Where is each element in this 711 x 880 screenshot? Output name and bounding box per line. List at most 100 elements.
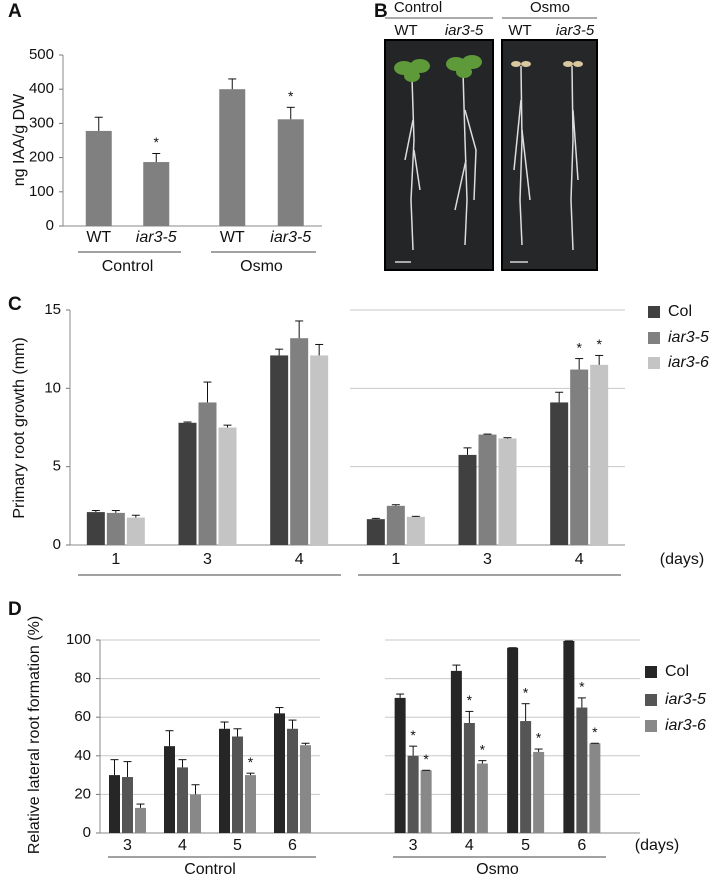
- legend-swatch: [645, 720, 657, 732]
- x-tick-label: 4: [295, 551, 304, 568]
- bar: [143, 162, 170, 226]
- panel-label: D: [8, 599, 22, 620]
- y-tick-label: 15: [44, 301, 61, 318]
- significance-mark: *: [579, 679, 585, 695]
- photo: [501, 39, 598, 271]
- y-tick-label: 100: [29, 183, 54, 200]
- bar: [458, 454, 477, 545]
- bar: [407, 755, 419, 833]
- bar: [386, 505, 405, 545]
- significance-mark: *: [480, 741, 486, 757]
- photo-group-title: Osmo: [530, 0, 570, 16]
- x-tick-label: 6: [288, 837, 297, 854]
- bar: [366, 519, 385, 545]
- bar: [245, 775, 256, 833]
- legend-label: iar3-6: [665, 717, 706, 734]
- significance-mark: *: [576, 339, 582, 355]
- bar: [300, 745, 311, 833]
- bar: [178, 422, 197, 545]
- legend-swatch: [648, 332, 660, 344]
- y-tick-label: 60: [74, 708, 91, 725]
- x-tick-label: 5: [233, 837, 242, 854]
- bar: [86, 512, 105, 545]
- legend-swatch: [645, 694, 657, 706]
- y-tick-label: 0: [83, 824, 91, 841]
- legend-label: iar3-6: [668, 354, 709, 371]
- y-axis-label: Primary root growth (mm): [11, 337, 28, 518]
- bar: [550, 402, 569, 545]
- y-tick-label: 0: [46, 217, 54, 234]
- x-tick-label: 4: [178, 837, 187, 854]
- bar: [198, 402, 217, 545]
- leaves: [511, 61, 583, 67]
- x-tick-label: 5: [521, 837, 530, 854]
- y-tick-label: 400: [29, 80, 54, 97]
- significance-mark: *: [410, 727, 416, 743]
- bar: [576, 707, 588, 833]
- x-axis-label: (days): [660, 551, 704, 568]
- panel-label: A: [8, 1, 22, 22]
- significance-mark: *: [523, 684, 529, 700]
- significance-mark: *: [423, 751, 429, 767]
- x-tick-label: 1: [111, 551, 120, 568]
- bar: [406, 516, 425, 545]
- photo-lane-label: WT: [508, 22, 531, 39]
- x-tick-label: 4: [575, 551, 584, 568]
- x-tick-label: 3: [409, 837, 418, 854]
- significance-mark: *: [154, 134, 160, 150]
- bar: [498, 438, 517, 545]
- bar: [450, 670, 462, 833]
- bar: [476, 763, 488, 833]
- significance-mark: *: [467, 692, 473, 708]
- photo-lane-label: iar3-5: [556, 22, 595, 39]
- x-tick-label: WT: [220, 229, 245, 246]
- legend-label: iar3-5: [665, 691, 706, 708]
- bar: [270, 355, 289, 545]
- group-label: Osmo: [240, 258, 283, 275]
- photo-lane-label: WT: [394, 22, 417, 39]
- x-tick-label: 3: [483, 551, 492, 568]
- bar: [310, 355, 329, 545]
- bar: [106, 512, 125, 545]
- y-tick-label: 300: [29, 114, 54, 131]
- bar: [122, 777, 133, 833]
- group-label: Osmo: [476, 861, 519, 878]
- bar: [218, 427, 237, 545]
- bar: [164, 746, 175, 833]
- y-tick-label: 40: [74, 747, 91, 764]
- legend-swatch: [648, 306, 660, 318]
- y-tick-label: 0: [53, 536, 61, 553]
- bar: [85, 130, 112, 226]
- bar: [219, 89, 246, 226]
- x-tick-label: 6: [577, 837, 586, 854]
- y-axis-label: Relative lateral root formation (%): [26, 616, 43, 854]
- group-label: Control: [184, 861, 236, 878]
- x-tick-label: 3: [203, 551, 212, 568]
- bar: [290, 338, 309, 545]
- y-axis-label: ng IAA/g DW: [11, 93, 28, 186]
- x-axis-label: (days): [635, 837, 679, 854]
- bar: [274, 713, 285, 833]
- x-tick-label: 1: [391, 551, 400, 568]
- bar: [135, 807, 146, 833]
- y-tick-label: 20: [74, 785, 91, 802]
- bar: [287, 728, 298, 833]
- bar: [478, 434, 497, 545]
- leaves: [394, 55, 482, 82]
- y-tick-label: 10: [44, 379, 61, 396]
- bar: [232, 736, 243, 833]
- bar: [563, 640, 575, 833]
- y-tick-label: 80: [74, 670, 91, 687]
- y-tick-label: 500: [29, 46, 54, 63]
- bar: [277, 119, 304, 226]
- y-tick-label: 200: [29, 149, 54, 166]
- bar: [394, 697, 406, 833]
- y-tick-label: 5: [53, 458, 61, 475]
- significance-mark: *: [596, 336, 602, 352]
- bar: [589, 743, 601, 833]
- x-tick-label: WT: [86, 229, 111, 246]
- legend-label: Col: [665, 663, 689, 680]
- x-tick-label: 3: [123, 837, 132, 854]
- significance-mark: *: [592, 724, 598, 740]
